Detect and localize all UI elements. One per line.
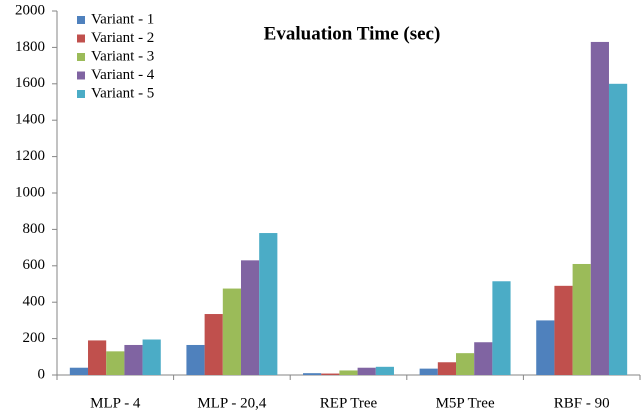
legend-swatch xyxy=(77,90,85,98)
y-tick-label: 400 xyxy=(23,294,46,310)
bar xyxy=(259,233,278,375)
bar xyxy=(419,368,438,375)
y-tick-label: 1800 xyxy=(15,39,45,55)
y-tick-label: 1400 xyxy=(15,112,45,128)
bar xyxy=(339,370,358,375)
bar xyxy=(492,281,511,375)
bar xyxy=(572,263,591,375)
bar xyxy=(437,362,457,375)
bar xyxy=(590,41,609,375)
x-tick-label: REP Tree xyxy=(320,395,378,411)
bar xyxy=(204,314,223,375)
bar xyxy=(456,353,475,375)
bar xyxy=(124,344,143,375)
bar xyxy=(222,288,241,375)
legend-swatch xyxy=(77,53,85,61)
bar xyxy=(536,320,555,375)
x-tick-label: RBF - 90 xyxy=(554,395,610,411)
bar xyxy=(608,83,628,376)
x-tick-label: MLP - 4 xyxy=(90,395,141,411)
bar xyxy=(554,285,573,375)
y-tick-label: 2000 xyxy=(15,2,45,18)
legend-swatch xyxy=(77,71,85,80)
y-tick-label: 200 xyxy=(23,330,46,346)
y-tick-label: 1000 xyxy=(15,184,45,200)
legend-label: Variant - 5 xyxy=(91,85,154,101)
bar xyxy=(186,344,205,375)
x-tick-label: M5P Tree xyxy=(436,395,495,411)
legend-swatch xyxy=(77,34,85,43)
legend-label: Variant - 2 xyxy=(91,30,154,46)
y-tick-label: 1200 xyxy=(15,148,45,164)
bar xyxy=(474,342,493,375)
bar xyxy=(106,351,125,375)
bar xyxy=(375,366,394,375)
y-tick-label: 0 xyxy=(38,366,46,382)
chart-title: Evaluation Time (sec) xyxy=(264,23,441,44)
y-tick-label: 600 xyxy=(23,257,46,273)
legend-label: Variant - 3 xyxy=(91,48,154,64)
bar xyxy=(88,340,107,375)
bar xyxy=(142,339,161,375)
legend-label: Variant - 4 xyxy=(91,67,155,83)
bar xyxy=(357,367,376,375)
bar xyxy=(69,367,89,375)
legend-label: Variant - 1 xyxy=(91,11,154,27)
y-tick-label: 1600 xyxy=(15,75,45,91)
bar xyxy=(240,260,260,375)
x-tick-label: MLP - 20,4 xyxy=(197,395,267,411)
y-tick-label: 800 xyxy=(23,221,46,237)
bar xyxy=(321,373,340,375)
bar xyxy=(303,373,322,375)
legend-swatch xyxy=(77,16,85,24)
